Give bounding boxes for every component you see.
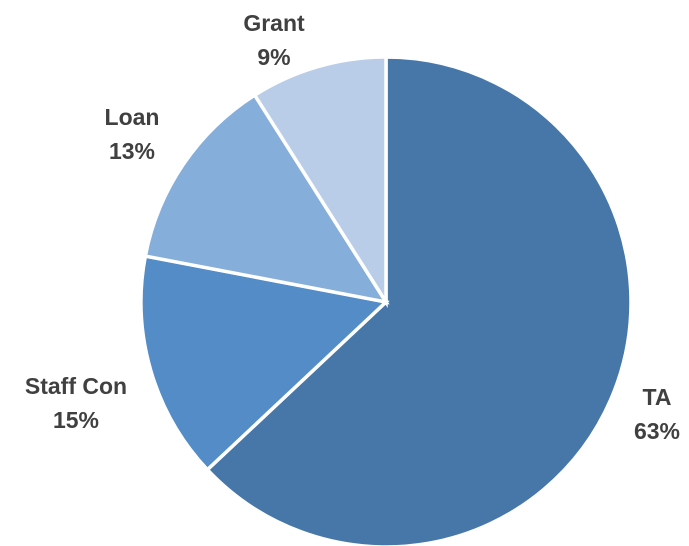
data-label-ta: TA 63% <box>634 384 680 444</box>
slice-category-label: TA <box>643 384 672 410</box>
slice-category-label: Grant <box>243 10 305 36</box>
pie-slice-loan <box>143 92 390 305</box>
slice-percent-label: 13% <box>109 138 155 164</box>
pie-slice-grant <box>252 55 388 309</box>
pie-slices <box>139 55 633 546</box>
data-label-loan: Loan 13% <box>105 104 160 164</box>
slice-percent-label: 15% <box>53 407 99 433</box>
pie-labels: TA 63% Staff Con 15% Loan 13% Grant 9% <box>25 10 680 444</box>
slice-percent-label: 9% <box>257 44 290 70</box>
slice-category-label: Staff Con <box>25 373 127 399</box>
slice-category-label: Loan <box>105 104 160 130</box>
pie-slice-staff-con <box>139 254 390 473</box>
slice-percent-label: 63% <box>634 418 680 444</box>
data-label-grant: Grant 9% <box>243 10 305 70</box>
data-label-staff-con: Staff Con 15% <box>25 373 127 433</box>
pie-slice-ta <box>204 55 633 546</box>
